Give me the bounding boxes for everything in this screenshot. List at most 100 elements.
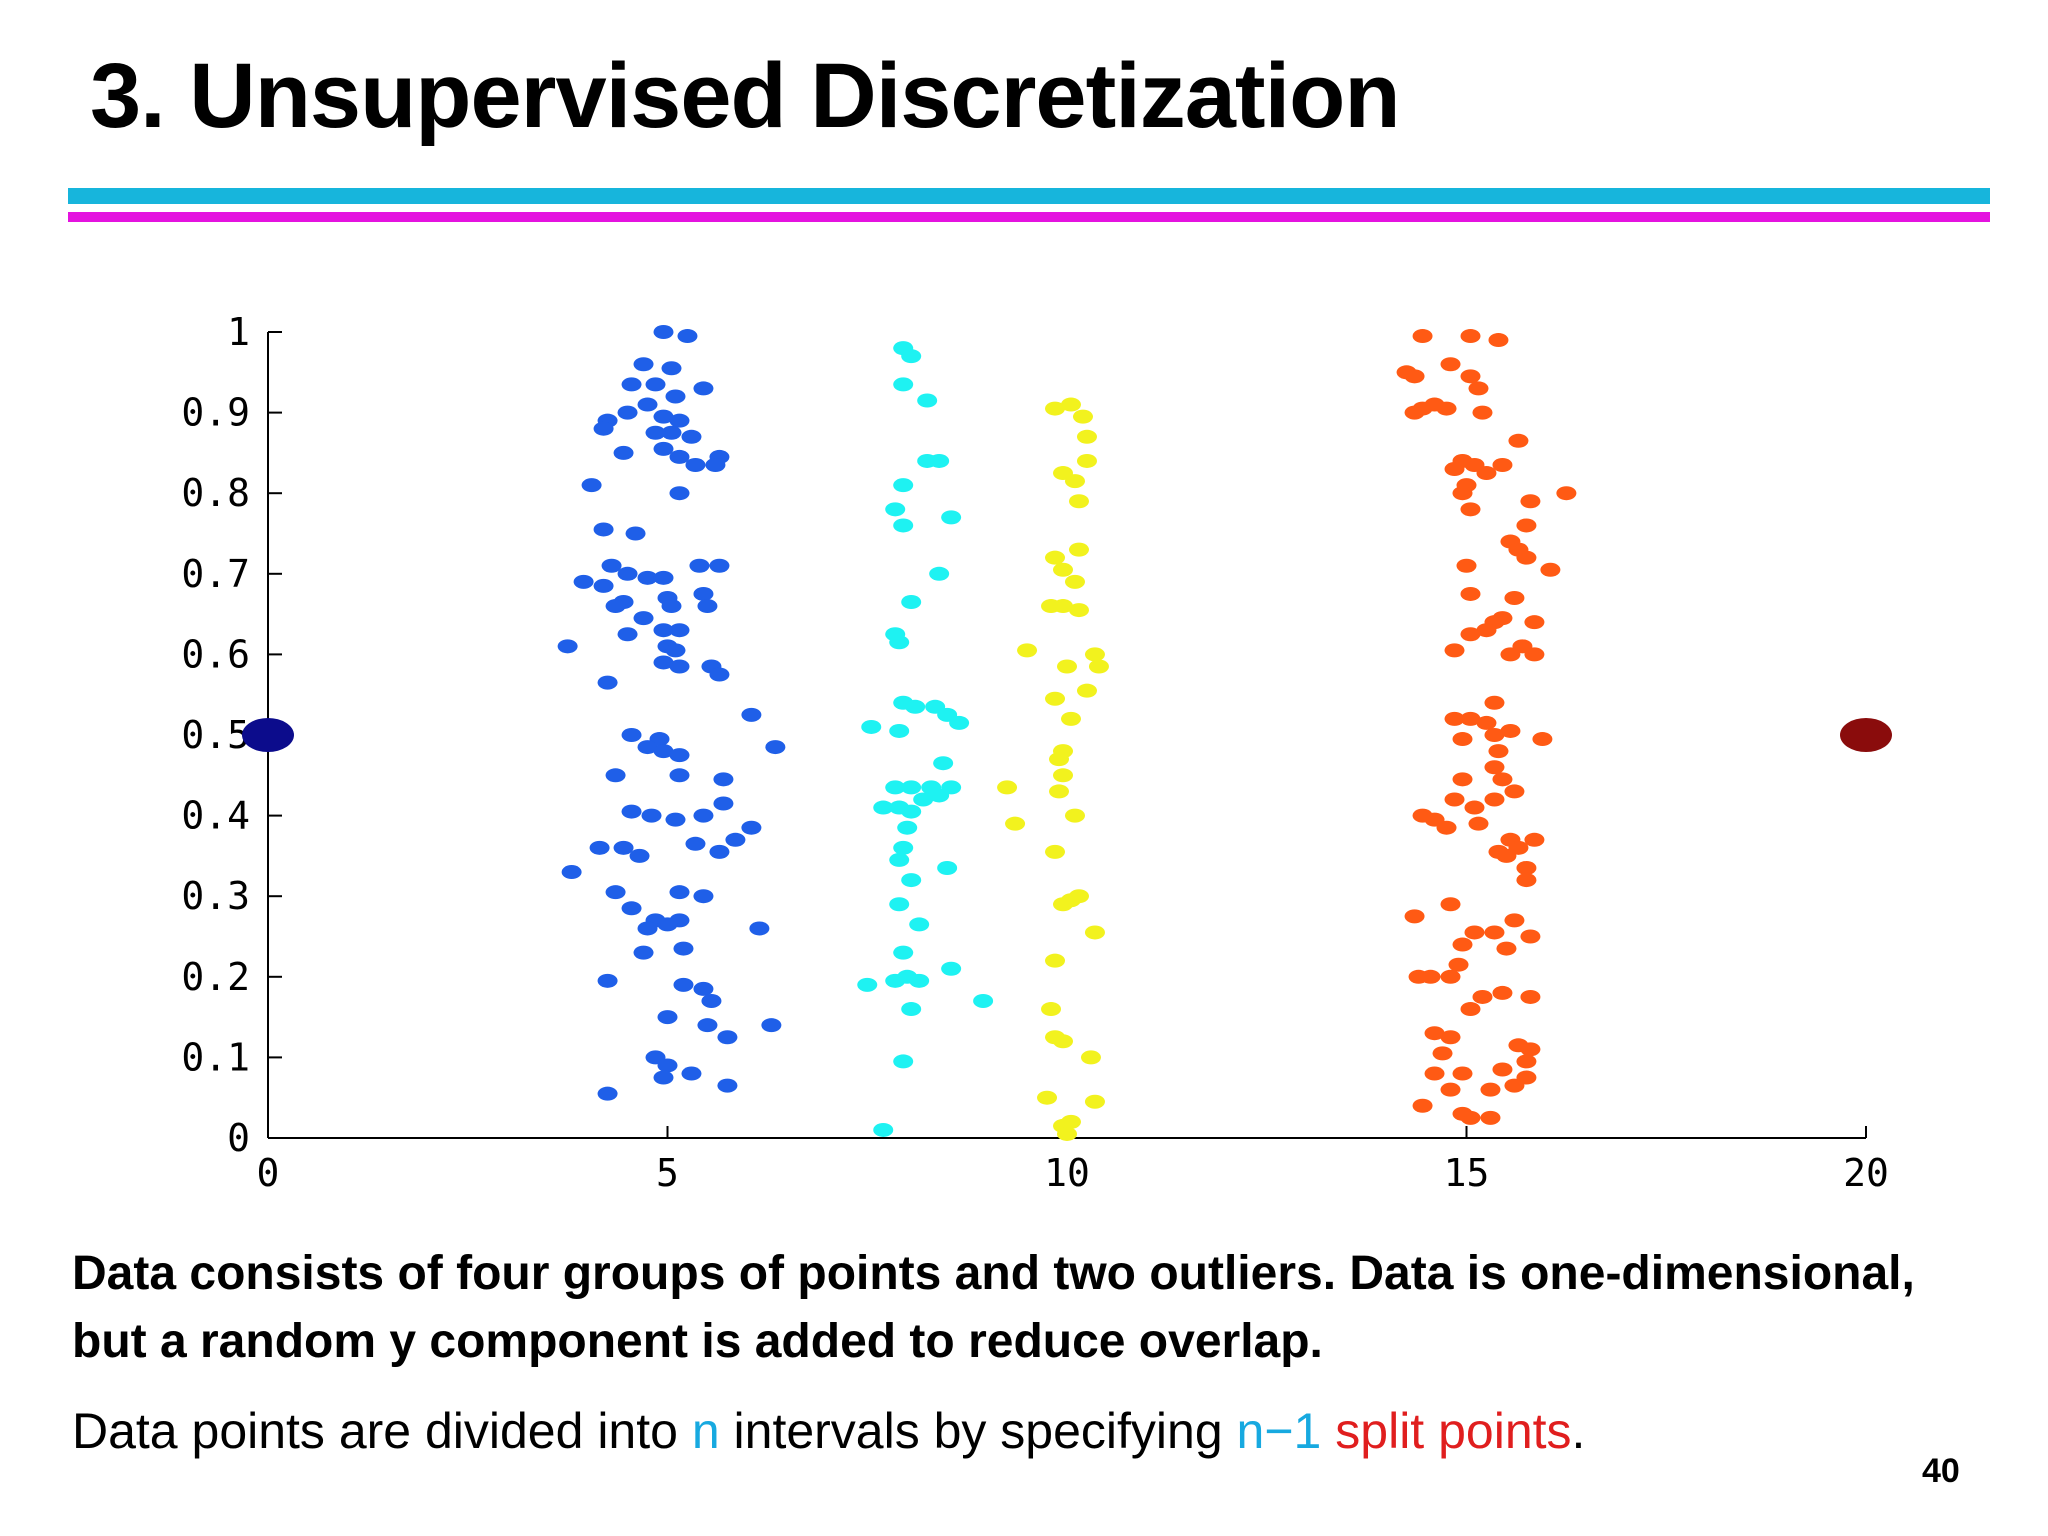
data-point xyxy=(661,425,682,440)
data-point xyxy=(701,993,722,1008)
data-point xyxy=(597,1086,618,1101)
data-point xyxy=(669,449,690,464)
data-point xyxy=(1068,603,1089,618)
data-point xyxy=(613,840,634,855)
data-point xyxy=(665,389,686,404)
data-point xyxy=(1524,615,1545,630)
data-point xyxy=(1064,574,1085,589)
data-point xyxy=(941,510,962,525)
slide-title: 3. Unsupervised Discretization xyxy=(90,45,1401,147)
data-point xyxy=(1049,784,1070,799)
outlier-point xyxy=(242,718,294,752)
data-point xyxy=(697,599,718,614)
data-point xyxy=(1064,808,1085,823)
data-point xyxy=(1412,1098,1433,1113)
series-2 xyxy=(997,397,1109,1141)
y-tick-label: 0.8 xyxy=(181,471,250,515)
data-point xyxy=(657,1010,678,1025)
data-point xyxy=(889,635,910,650)
data-point xyxy=(557,639,578,654)
data-point xyxy=(1037,1090,1058,1105)
data-point xyxy=(1500,723,1521,738)
data-point xyxy=(633,357,654,372)
data-point xyxy=(893,377,914,392)
data-point xyxy=(621,728,642,742)
series-1 xyxy=(857,341,994,1137)
data-point xyxy=(1068,889,1089,904)
data-point xyxy=(673,977,694,992)
data-point xyxy=(1068,542,1089,557)
data-point xyxy=(937,860,958,875)
data-point xyxy=(1484,728,1505,742)
data-point xyxy=(621,804,642,819)
data-point xyxy=(1516,518,1537,533)
data-point xyxy=(653,325,674,339)
data-point xyxy=(885,780,906,795)
data-point xyxy=(761,1018,782,1033)
data-point xyxy=(1476,466,1497,481)
data-point xyxy=(901,873,922,888)
data-point xyxy=(1460,1002,1481,1017)
data-point xyxy=(1053,1034,1074,1049)
data-point xyxy=(637,921,658,936)
data-point xyxy=(653,623,674,638)
data-point xyxy=(653,655,674,670)
data-point xyxy=(1488,744,1509,759)
data-point xyxy=(1064,474,1085,489)
data-point xyxy=(741,707,762,722)
data-point xyxy=(593,578,614,593)
data-point xyxy=(1464,925,1485,940)
data-point xyxy=(1045,953,1066,968)
data-point xyxy=(1460,627,1481,642)
data-point xyxy=(601,558,622,573)
data-point xyxy=(1484,760,1505,775)
data-point xyxy=(1500,647,1521,662)
y-tick-label: 0.7 xyxy=(181,552,250,596)
data-point xyxy=(873,800,894,815)
data-point xyxy=(1460,369,1481,384)
data-point xyxy=(893,1054,914,1069)
data-point xyxy=(909,917,930,932)
data-point xyxy=(949,715,970,730)
data-point xyxy=(1520,494,1541,509)
data-point xyxy=(1444,462,1465,477)
data-point xyxy=(637,570,658,585)
data-point xyxy=(653,441,674,456)
data-point xyxy=(617,566,638,581)
data-point xyxy=(593,421,614,436)
data-point xyxy=(657,1058,678,1073)
data-point xyxy=(1488,333,1509,348)
data-point xyxy=(1452,772,1473,787)
data-point xyxy=(1448,957,1469,972)
data-point xyxy=(1072,409,1093,424)
data-point xyxy=(1452,1066,1473,1081)
data-point xyxy=(1404,405,1425,420)
data-point xyxy=(901,1002,922,1017)
data-point xyxy=(885,502,906,517)
data-point xyxy=(913,792,934,807)
data-point xyxy=(893,945,914,960)
series-5 xyxy=(1840,718,1892,752)
y-tick-label: 0.3 xyxy=(181,874,250,918)
data-point xyxy=(893,840,914,855)
data-point xyxy=(665,643,686,658)
data-point xyxy=(693,889,714,904)
data-point xyxy=(589,840,610,855)
data-point xyxy=(605,768,626,783)
data-point xyxy=(669,748,690,763)
data-point xyxy=(637,740,658,755)
data-point xyxy=(889,723,910,738)
data-point xyxy=(1404,909,1425,924)
data-point xyxy=(901,780,922,795)
data-point xyxy=(1444,792,1465,807)
data-point xyxy=(713,796,734,811)
x-tick-label: 20 xyxy=(1843,1151,1889,1195)
data-point xyxy=(605,885,626,900)
data-point xyxy=(1404,369,1425,384)
data-point xyxy=(1484,792,1505,807)
description-bold: Data consists of four groups of points a… xyxy=(72,1247,1915,1368)
keyword-n-minus-1: n−1 xyxy=(1236,1403,1322,1459)
data-point xyxy=(901,595,922,610)
data-point xyxy=(1460,502,1481,517)
data-point xyxy=(1460,1110,1481,1125)
